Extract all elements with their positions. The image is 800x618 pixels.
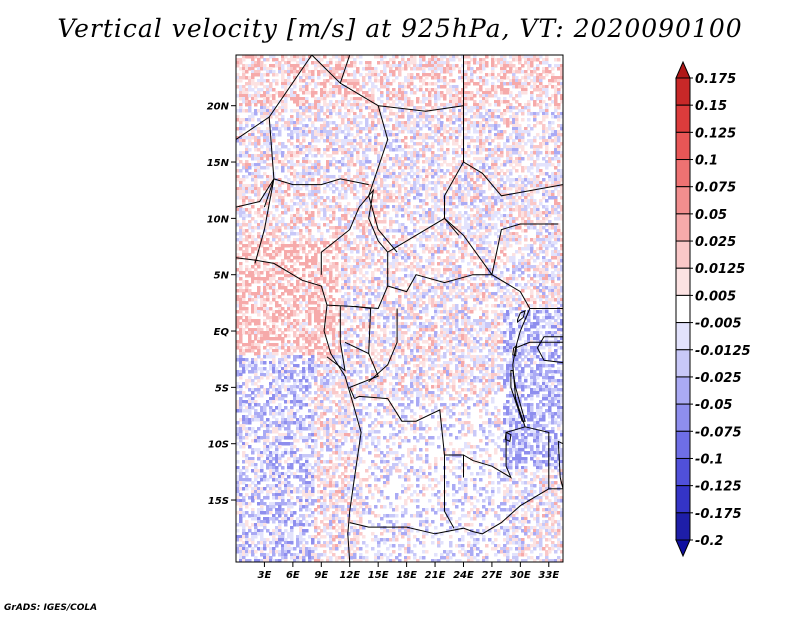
border-line: [236, 257, 362, 562]
chart-title: Vertical velocity [m/s] at 925hPa, VT: 2…: [57, 14, 743, 43]
border-line: [472, 426, 550, 535]
lake-outline: [512, 344, 518, 357]
colorbar-label: -0.1: [695, 452, 723, 467]
colorbar-swatch: [675, 240, 691, 269]
colorbar-swatch: [675, 457, 691, 487]
colorbar-swatch: [675, 186, 691, 215]
lat-tick-label: 20N: [207, 102, 230, 113]
border-line: [340, 82, 398, 253]
lat-tick-label: 15N: [207, 158, 230, 169]
lat-tick-label: 10S: [208, 440, 229, 451]
border-line: [368, 308, 398, 383]
colorbar-swatch: [675, 131, 691, 161]
colorbar-swatch: [675, 159, 691, 188]
colorbar-bottom-arrow: [675, 539, 691, 558]
border-line: [515, 341, 563, 349]
border-line: [512, 308, 531, 427]
colorbar-swatch: [675, 512, 691, 541]
colorbar-swatch: [675, 430, 691, 459]
colorbar-swatch: [675, 77, 691, 106]
lon-tick-label: 6E: [286, 570, 300, 581]
lake-outline: [510, 370, 526, 422]
lon-tick-label: 30E: [510, 570, 531, 581]
colorbar-label: -0.0125: [695, 344, 751, 359]
colorbar-swatch: [675, 322, 691, 351]
border-line: [236, 178, 369, 208]
colorbar-label: 0.15: [695, 99, 727, 114]
lon-tick-label: 12E: [339, 570, 360, 581]
velocity-field: [236, 55, 563, 562]
lat-tick-label: 15S: [208, 496, 229, 507]
colorbar-swatch: [675, 213, 691, 242]
colorbar-label: 0.175: [695, 72, 736, 87]
colorbar-label: -0.125: [695, 480, 742, 495]
border-line: [387, 217, 531, 309]
colorbar-label: 0.1: [695, 154, 718, 169]
colorbar-label: 0.0125: [695, 262, 745, 277]
country-borders: [236, 55, 563, 562]
lon-tick-label: 24E: [453, 570, 474, 581]
colorbar-swatch: [675, 267, 691, 296]
border-line: [463, 105, 563, 197]
colorbar-swatch: [675, 349, 691, 378]
lon-tick-label: 3E: [258, 570, 272, 581]
lake-outline: [557, 440, 563, 489]
lon-tick-label: 27E: [482, 570, 503, 581]
colorbar-swatch: [675, 104, 691, 133]
colorbar-swatch: [675, 485, 691, 514]
colorbar-label: 0.075: [695, 181, 736, 196]
colorbar-top-arrow: [675, 60, 691, 79]
colorbar-swatch: [675, 294, 691, 324]
lat-tick-label: 10N: [207, 214, 230, 225]
longitude-axis: 3E 6E 9E 12E 15E 18E 21E 24E 27E 30E 33E: [258, 562, 559, 581]
lat-tick-label: 5N: [214, 271, 230, 282]
colorbar-label: 0.005: [695, 289, 736, 304]
colorbar-label: -0.175: [695, 507, 742, 522]
border-line: [387, 274, 492, 293]
colorbar-label: 0.05: [695, 208, 727, 223]
lat-tick-label: EQ: [214, 327, 230, 338]
colorbar-swatch: [675, 376, 691, 405]
colorbar-swatch: [675, 403, 691, 432]
lon-tick-label: 21E: [425, 570, 446, 581]
latitude-axis: 20N 15N 10N 5N EQ 5S 10S 15S: [207, 102, 236, 507]
colorbar-label: -0.05: [695, 398, 732, 413]
border-line: [254, 178, 275, 264]
colorbar-label: -0.2: [695, 534, 723, 549]
lake-outline: [517, 309, 526, 324]
lake-outline: [536, 336, 563, 364]
lon-tick-label: 18E: [396, 570, 417, 581]
lat-tick-label: 5S: [215, 383, 229, 394]
colorbar-label: -0.075: [695, 425, 742, 440]
colorbar: 0.175 0.15 0.125 0.1 0.075 0.05 0.025 0.0125 0.0…: [675, 60, 751, 558]
border-line: [354, 395, 464, 478]
border-line: [444, 455, 455, 529]
border-line: [349, 522, 474, 535]
colorbar-label: -0.005: [695, 317, 742, 332]
colorbar-label: -0.025: [695, 371, 742, 386]
lon-tick-label: 9E: [314, 570, 328, 581]
lake-outline: [504, 431, 512, 443]
map-frame: [235, 54, 564, 563]
border-line: [344, 305, 372, 355]
border-line: [320, 188, 389, 310]
credit-label: GrADS: IGES/COLA: [4, 603, 98, 613]
border-line: [326, 306, 346, 372]
lon-tick-label: 15E: [368, 570, 389, 581]
border-line: [491, 223, 559, 275]
colorbar-label: 0.125: [695, 126, 736, 141]
border-line: [349, 353, 379, 399]
lon-tick-label: 33E: [538, 570, 559, 581]
colorbar-label: 0.025: [695, 235, 736, 250]
